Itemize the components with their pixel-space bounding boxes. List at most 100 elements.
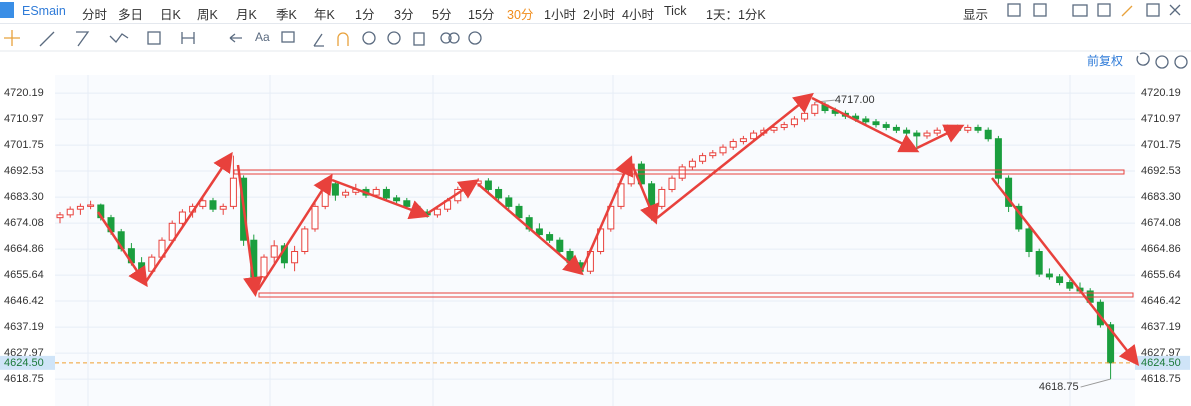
candle-body <box>331 183 339 196</box>
y-tick-label: 4618.75 <box>1141 373 1181 385</box>
candle-body <box>178 211 186 224</box>
candle-body <box>984 129 992 140</box>
period-tab[interactable]: 1分 <box>355 8 375 22</box>
candle-body <box>1066 282 1074 289</box>
last-price-box <box>1135 355 1190 370</box>
candle-body <box>229 177 237 207</box>
period-tab[interactable]: 3分 <box>394 8 414 22</box>
y-tick-label: 4701.75 <box>1141 139 1181 151</box>
adjust-mode[interactable]: 前复权 <box>1087 53 1123 68</box>
candle-body <box>678 166 686 179</box>
candle-body <box>943 126 951 131</box>
y-tick-label: 4618.75 <box>4 373 44 385</box>
candle-body <box>719 146 727 154</box>
candle-body <box>76 205 84 210</box>
candle-body <box>933 129 941 134</box>
candle-body <box>964 126 972 131</box>
period-tab[interactable]: 2小时 <box>583 8 615 22</box>
period-tab[interactable]: 分时 <box>82 8 108 22</box>
pen[interactable] <box>1121 5 1133 17</box>
font-tool[interactable]: Aa <box>255 30 270 44</box>
arrow <box>811 96 920 153</box>
arrow <box>96 211 148 288</box>
candle-body <box>617 183 625 207</box>
period-tab[interactable]: 日K <box>160 8 181 22</box>
display-menu[interactable]: 显示 <box>963 8 989 22</box>
candle-body <box>801 112 809 120</box>
arrow <box>656 92 814 219</box>
period-tab[interactable]: 15分 <box>468 8 495 22</box>
arrow <box>580 155 634 271</box>
cross-tool[interactable] <box>4 30 20 46</box>
settings[interactable] <box>1007 3 1021 17</box>
arrow <box>916 124 965 150</box>
low-pointer <box>1080 378 1111 388</box>
toolbar: ESmain 分时 多日 日K 周K 月K 季K 年K 1分 3分 5分 15分 30分 1小时 2小时 4小… <box>0 0 1191 24</box>
y-tick-label: 4683.30 <box>4 191 44 203</box>
period-tab[interactable]: 年K <box>314 8 335 22</box>
range-tool[interactable] <box>181 32 195 44</box>
settings-tool[interactable] <box>468 31 482 45</box>
candle-body <box>770 126 778 131</box>
y-tick-label: 4692.53 <box>4 165 44 177</box>
period-tab[interactable]: 5分 <box>432 8 452 22</box>
fib-tool[interactable] <box>147 31 161 45</box>
zoom-out[interactable] <box>1155 55 1169 69</box>
line-tool[interactable] <box>39 31 55 47</box>
y-tick-label: 4637.19 <box>4 321 44 333</box>
candle-body <box>688 160 696 168</box>
range-select[interactable]: 1天：1分K <box>706 8 766 22</box>
arrow-tool[interactable] <box>229 33 242 43</box>
zoom-in[interactable] <box>1174 55 1188 69</box>
candle-body <box>209 200 217 210</box>
candle-body <box>1005 177 1013 207</box>
period-tab[interactable]: 30分 <box>507 8 534 22</box>
channel-tool[interactable] <box>76 31 90 47</box>
camera[interactable] <box>1072 4 1088 17</box>
candle-body <box>433 208 441 216</box>
export[interactable] <box>1097 3 1111 17</box>
resistance-band <box>233 169 1125 175</box>
candle-body <box>790 118 798 126</box>
note-tool[interactable] <box>281 31 295 43</box>
symbol[interactable]: ESmain <box>22 4 66 18</box>
period-tab[interactable]: 多日 <box>118 8 144 22</box>
candle-body <box>668 177 676 190</box>
candle-body <box>913 132 921 137</box>
y-tick-label: 4664.86 <box>1141 243 1181 255</box>
candle-body <box>699 155 707 162</box>
wave-tool[interactable] <box>109 33 129 43</box>
compare-tool[interactable] <box>440 32 452 44</box>
color-box[interactable] <box>1033 3 1047 17</box>
last-price-label: 4624.50 <box>1141 357 1181 369</box>
delete-tool[interactable] <box>413 32 425 46</box>
candle-body <box>729 141 737 148</box>
y-tick-label: 4683.30 <box>1141 191 1181 203</box>
layout[interactable] <box>1146 3 1160 17</box>
angle-tool[interactable] <box>313 33 324 47</box>
candle-body <box>739 138 747 143</box>
candle-body <box>709 152 717 157</box>
period-tab[interactable]: 周K <box>197 8 218 22</box>
candle-body <box>219 205 227 210</box>
y-tick-label: 4637.19 <box>1141 321 1181 333</box>
menu-icon[interactable] <box>0 2 14 18</box>
candle-body <box>546 234 554 241</box>
arrow <box>143 151 233 284</box>
period-tab[interactable]: 月K <box>236 8 257 22</box>
close[interactable] <box>1169 4 1181 16</box>
candle-body <box>556 239 564 252</box>
drawing-tools <box>4 3 1188 69</box>
hide-tool[interactable] <box>387 31 401 45</box>
period-tab[interactable]: 季K <box>276 8 297 22</box>
undo[interactable] <box>1136 52 1150 66</box>
period-tab[interactable]: 4小时 <box>622 8 654 22</box>
sync-tool[interactable] <box>362 31 376 45</box>
period-tab[interactable]: 1小时 <box>544 8 576 22</box>
magnet-tool[interactable] <box>337 32 349 46</box>
candle-body <box>923 132 931 137</box>
y-tick-label: 4674.08 <box>1141 217 1181 229</box>
period-tab[interactable]: Tick <box>664 4 687 18</box>
